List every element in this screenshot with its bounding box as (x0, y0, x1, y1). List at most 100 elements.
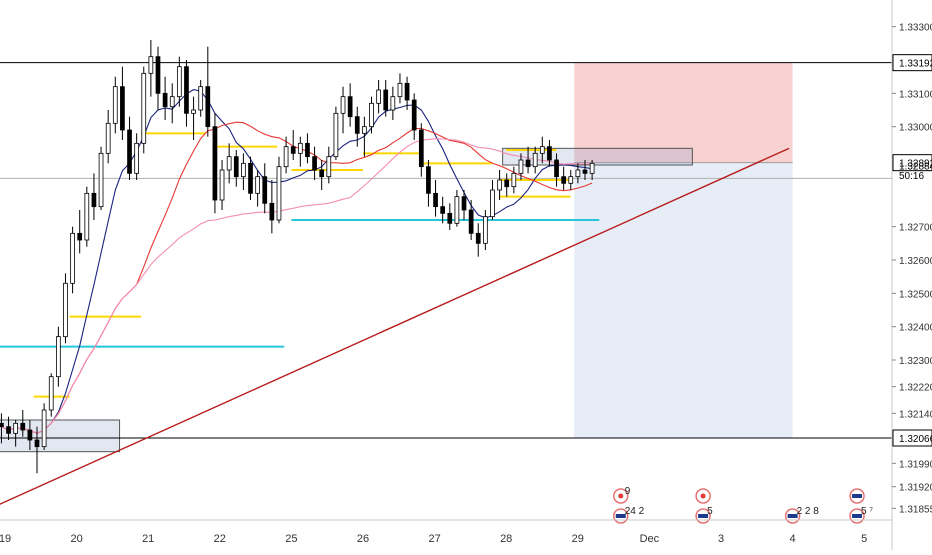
y-tick-label-5: 1.32500 (899, 289, 932, 300)
range-box-1 (0, 419, 121, 453)
candle-body-67 (475, 232, 481, 244)
candle-body-39 (276, 166, 282, 221)
x-tick-label-12: 5 (861, 533, 867, 545)
candle-body-13 (91, 192, 97, 208)
price-badge-label-0: 1.33192 (899, 59, 932, 70)
candle-body-50 (354, 116, 360, 134)
candle-body-28 (198, 86, 204, 111)
candle-body-36 (255, 176, 260, 194)
trendline-group (0, 147, 790, 505)
candle-body-68 (483, 216, 488, 244)
candles (0, 40, 595, 474)
candle-body-45 (319, 169, 325, 178)
candle-body-21 (148, 56, 154, 74)
y-tick-label-1: 1.33100 (899, 89, 932, 100)
y-tick-label-6: 1.32400 (899, 323, 932, 334)
candle-body-17 (120, 86, 125, 131)
us-flag-band-1 (615, 514, 626, 518)
candle-body-72 (511, 172, 517, 188)
y-tick-label-9: 1.32140 (899, 409, 932, 420)
us-flag-band-3 (698, 514, 709, 518)
candle-body-9 (63, 282, 68, 338)
x-tick-label-2: 21 (142, 533, 154, 545)
us-flag-band-4 (787, 514, 798, 518)
candle-body-66 (468, 209, 474, 234)
candle-body-75 (532, 152, 538, 168)
y-tick-label-10: 1.31990 (899, 459, 932, 470)
candle-body-7 (48, 376, 54, 411)
us-flag-band-6 (852, 514, 863, 518)
y-tick-label-2: 1.33000 (899, 123, 932, 134)
y-tick-label-11: 1.31920 (899, 483, 932, 494)
candle-body-34 (241, 162, 246, 178)
x-axis[interactable]: 19 20 21 22 25 26 27 28 29 Dec 3 4 5 (0, 533, 867, 545)
candle-body-82 (582, 169, 588, 174)
candle-body-58 (411, 99, 417, 131)
candle-body-8 (55, 336, 61, 378)
candle-body-48 (340, 96, 346, 114)
candle-body-83 (589, 162, 595, 174)
candle-body-40 (283, 146, 289, 168)
candle-body-43 (305, 142, 310, 158)
candle-body-4 (27, 429, 33, 441)
candle-body-54 (383, 89, 389, 111)
candle-body-35 (248, 162, 253, 194)
candle-body-42 (297, 142, 303, 154)
candle-body-47 (333, 112, 339, 158)
candle-body-62 (440, 206, 446, 214)
candle-body-11 (77, 232, 83, 241)
candle-body-55 (390, 96, 396, 111)
candle-body-51 (362, 126, 367, 134)
candle-body-3 (20, 422, 26, 431)
x-tick-label-8: 29 (572, 533, 584, 545)
price-badge-label-3: 50:16 (899, 171, 924, 182)
moving-average-2 (1, 138, 593, 434)
candle-body-79 (561, 176, 567, 184)
candle-body-76 (539, 146, 545, 154)
event-label-1: 24 2 (625, 506, 645, 517)
candle-body-10 (70, 232, 75, 284)
candle-body-77 (547, 146, 552, 161)
event-label-4: 2 2 8 (797, 506, 820, 517)
candle-body-81 (575, 169, 581, 178)
y-tick-label-0: 1.33300 (899, 23, 932, 34)
x-tick-label-0: 19 (0, 533, 11, 545)
candle-body-71 (504, 179, 510, 188)
candle-body-29 (205, 86, 211, 128)
price-badge-label-1: 1.32892 (899, 159, 932, 170)
candle-body-70 (497, 179, 502, 191)
x-tick-label-11: 4 (790, 533, 796, 545)
event-label-3: 5 (707, 506, 713, 517)
candle-body-30 (212, 126, 218, 201)
candle-body-60 (426, 166, 431, 194)
candle-body-57 (404, 82, 410, 101)
candle-body-69 (490, 189, 495, 218)
candle-body-1 (6, 426, 11, 434)
candle-body-33 (233, 156, 239, 178)
x-tick-label-4: 25 (285, 533, 297, 545)
x-tick-label-6: 27 (428, 533, 440, 545)
price-badge-label-2: 1.32884 (899, 161, 932, 172)
candle-body-2 (13, 422, 19, 434)
candle-body-44 (312, 156, 317, 171)
price-badge-box-1 (892, 154, 932, 172)
candle-body-46 (326, 156, 332, 178)
y-tick-label-3: 1.32700 (899, 223, 932, 234)
y-tick-label-12: 1.31855 (899, 504, 932, 515)
candle-body-65 (461, 196, 467, 211)
candle-body-61 (433, 192, 438, 208)
candle-body-19 (134, 142, 139, 174)
ca-flag-dot-2 (700, 493, 706, 499)
candle-body-49 (347, 96, 353, 118)
y-tick-label-4: 1.32600 (899, 256, 932, 267)
candle-body-32 (226, 156, 232, 171)
x-tick-label-10: 3 (718, 533, 724, 545)
candle-body-59 (418, 129, 424, 168)
x-tick-label-9: Dec (640, 533, 660, 545)
y-axis[interactable]: 1.33300 1.33100 1.33000 1.32700 1.32600 1.325… (892, 23, 932, 516)
candle-body-74 (525, 159, 531, 168)
candle-body-64 (454, 196, 460, 224)
price-badge-box-4 (892, 429, 932, 447)
